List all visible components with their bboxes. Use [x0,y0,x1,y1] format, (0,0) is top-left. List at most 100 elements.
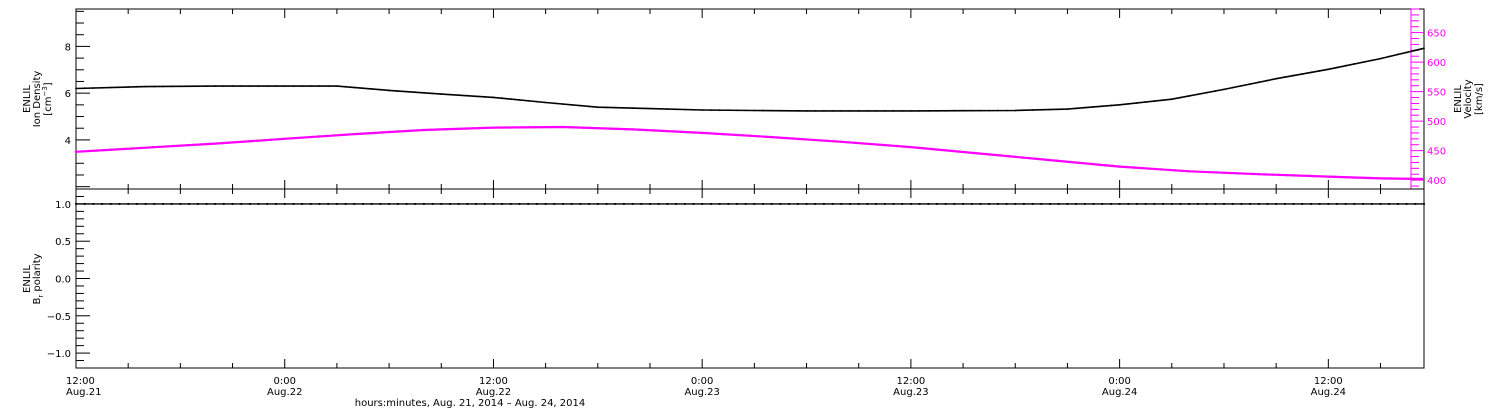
velocity-point [749,134,753,137]
density-point [1179,96,1182,99]
velocity-point [993,153,996,157]
velocity-axis-unit: [km/s] [1474,83,1485,115]
velocity-point [1188,170,1191,173]
polarity-axis: −1.0 −0.5 0.0 0.5 1.0 [47,188,90,369]
density-point [318,85,321,87]
velocity-point [1271,173,1274,176]
velocity-point [854,141,857,144]
polarity-point [274,202,278,206]
velocity-point [874,143,878,146]
polarity-point [918,202,921,206]
polarity-point [327,202,330,206]
velocity-point [443,128,446,131]
velocity-point [151,146,154,149]
density-point [883,110,886,112]
density-point [614,106,617,109]
density-point [492,96,495,99]
polarity-point [1083,202,1086,206]
polarity-point [996,202,1000,206]
polarity-point [248,202,251,206]
polarity-point [1222,202,1226,206]
density-point [153,85,156,88]
density-point [266,85,269,87]
density-point [483,95,486,98]
polarity-point [770,202,773,206]
polarity-point [1031,202,1034,206]
density-point [1075,107,1077,110]
density-point [1240,84,1243,87]
velocity-point [534,126,537,129]
velocity-point [1139,166,1142,170]
polarity-point [144,202,147,206]
velocity-point [1097,163,1100,166]
density-point [927,109,930,112]
polarity-point [1388,202,1391,206]
velocity-point [568,126,572,129]
velocity-point [401,130,405,133]
velocity-point [346,133,349,136]
density-point [1066,108,1069,110]
polarity-point [1353,202,1356,206]
velocity-point [513,126,516,129]
velocity-point [923,147,926,150]
polarity-point [1249,202,1252,206]
velocity-tick-label: 600 [1427,58,1446,69]
polarity-point [153,202,156,206]
density-point [1023,109,1025,112]
polarity-point [135,202,138,206]
polarity-point [727,202,730,206]
density-point [1379,57,1382,60]
density-point [657,107,660,110]
polarity-point [648,202,652,206]
polarity-point [222,202,225,206]
velocity-point [902,145,906,148]
polarity-tick-label: −1.0 [47,349,71,360]
velocity-point [1007,155,1010,158]
velocity-point [1194,170,1198,173]
velocity-point [95,149,99,152]
polarity-tick-label: −0.5 [47,312,71,323]
polarity-point [370,202,373,206]
density-point [196,85,199,88]
density-point [1197,93,1199,96]
density-point [675,108,677,111]
density-point [83,87,86,90]
velocity-point [520,126,523,129]
density-point [92,87,95,89]
velocity-point [276,138,279,141]
density-point [744,109,747,112]
density-point [1397,53,1399,56]
date-tick-label: Aug.23 [893,387,928,398]
polarity-point [1396,202,1399,206]
velocity-point [186,144,189,147]
velocity-point [965,151,968,154]
polarity-point [805,202,808,206]
density-point [1136,102,1138,104]
polarity-point [405,202,408,206]
density-point [283,85,286,87]
velocity-point [1146,167,1149,170]
polarity-point [1005,202,1008,206]
density-point [1292,74,1295,77]
velocity-point [958,150,961,153]
panel-top-frame [75,8,1425,190]
polarity-point [666,202,669,206]
velocity-point [1257,173,1261,176]
polarity-point [1283,202,1286,206]
polarity-point [901,202,904,206]
polarity-point [1362,202,1365,206]
velocity-point [415,129,419,132]
time-tick-label: 12:00 [479,376,508,387]
polarity-point [1309,202,1312,206]
polarity-point [422,202,425,206]
polarity-point [257,202,260,206]
density-point [336,85,338,87]
velocity-point [332,134,335,137]
polarity-point [553,202,556,206]
velocity-point [798,137,801,141]
velocity-point [680,130,683,134]
velocity-point [624,128,627,131]
velocity-point [589,126,592,130]
velocity-point [909,145,913,149]
velocity-point [380,131,384,134]
